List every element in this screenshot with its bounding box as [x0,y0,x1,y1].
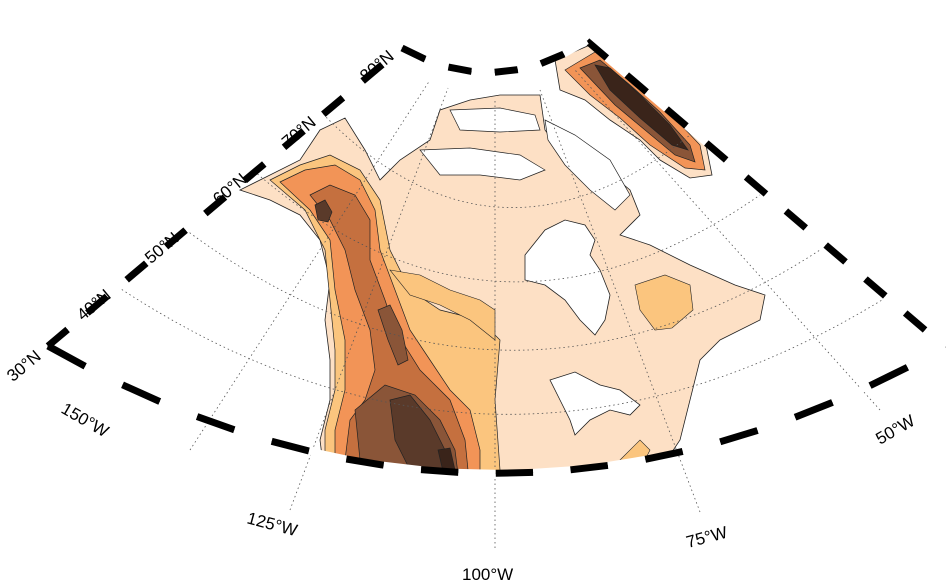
frame-tick [704,140,729,163]
frame-tick [532,466,571,476]
frame-tick [345,455,385,469]
frame-tick [684,123,709,146]
frame-tick [902,310,928,333]
parallel-40 [117,286,883,415]
canadian-rockies [377,304,409,366]
frame-tick [420,466,459,476]
frame-tick [664,106,689,129]
graticule [117,69,883,548]
parallel-50 [185,229,821,351]
frame-tick [262,144,287,167]
frame-tick [516,60,542,74]
frame-tick [104,277,129,300]
frame-tick [124,260,149,283]
frame-tick [195,413,236,434]
frame-tick [831,382,872,406]
frame-tick [905,343,947,371]
frame-tick [270,437,310,455]
frame-tick [158,398,199,420]
frame-ticks [45,37,948,477]
frame-tick [447,63,473,75]
frame-tick [823,242,848,265]
coast-range-dark [314,199,333,223]
parallel-70 [322,113,691,208]
frame-tick [301,111,326,134]
frame-tick [584,38,610,61]
frame-tick [644,448,684,463]
frame-tick [803,225,828,248]
frame-tick [607,455,646,469]
frame-tick [183,210,208,233]
frame-tick [383,461,422,474]
frame-tick [281,128,306,151]
lon-label-100: 100°W [462,565,513,583]
frame-tick [604,55,630,78]
frame-tick [65,310,90,333]
frame-tick [308,447,348,463]
arctic-channel-1 [419,147,546,181]
frame-tick [163,227,188,250]
frame-tick [495,468,534,477]
frame-tick [922,327,948,350]
frame-tick [46,342,87,370]
frame-tick [570,461,609,474]
frame-tick [494,66,519,76]
frame-tick [471,67,495,76]
mountains-level6 [389,394,451,474]
frame-tick [562,37,589,58]
frame-tick [380,45,405,68]
frame-tick [743,174,769,197]
lat-label-30: 30°N [3,347,44,386]
frame-tick [85,293,110,316]
frame-tick [868,364,910,389]
frame-tick [458,468,496,477]
frame-tick [843,259,868,282]
frame-tick [83,363,125,388]
frame-tick [883,293,908,316]
meridian-75 [539,89,701,513]
frame-tick [763,191,789,214]
lon-label-50: 50°W [873,411,919,448]
frame-tick [783,208,809,231]
plains-level2 [389,269,496,341]
lon-label-75: 75°W [684,523,729,552]
frame-tick [222,177,247,200]
frame-tick [360,61,385,84]
frame-tick [863,276,888,299]
meridian-125 [289,87,449,511]
great-lakes [549,371,641,436]
frame-tick [424,55,450,71]
frame-tick [539,50,566,67]
frame-tick [624,72,649,95]
frame-tick [400,44,427,63]
frame-tick [144,243,169,266]
frame-tick [45,326,70,349]
frame-tick [321,94,346,117]
lon-label-125: 125°W [245,509,299,541]
frame-tick [723,157,749,180]
frame-tick [756,413,797,434]
baffin-bay [544,119,631,211]
greenland-peak [594,64,689,151]
frame-tick [793,399,834,421]
frame-tick [242,161,267,184]
frame-tick [203,194,228,217]
frame-tick [121,381,162,405]
meridian-150 [189,79,431,451]
frame-tick [681,438,722,455]
lon-label-150: 150°W [58,399,112,441]
frame-tick [233,426,273,445]
frame-tick [719,427,759,446]
frame-tick [340,78,365,101]
parallel-60 [253,170,761,283]
hudson-bay [524,219,611,336]
frame-tick [644,89,669,112]
